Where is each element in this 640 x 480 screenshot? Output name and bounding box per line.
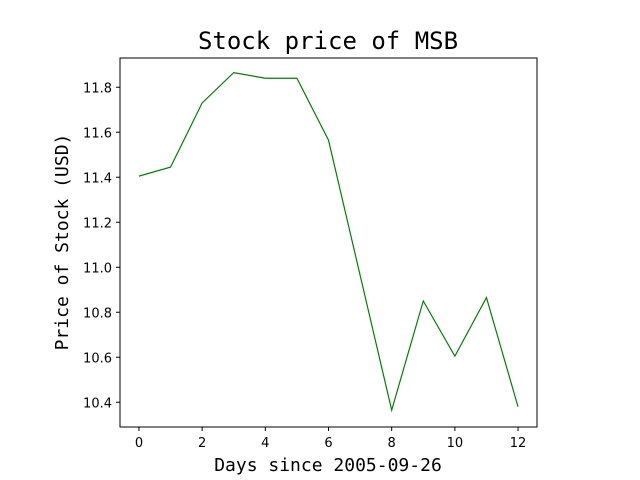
y-tick-label: 11.8 — [83, 81, 112, 96]
x-tick-label: 12 — [510, 436, 527, 451]
y-tick-label: 11.2 — [83, 216, 112, 231]
x-tick-label: 6 — [324, 436, 332, 451]
y-tick-label: 11.6 — [83, 126, 112, 141]
y-axis-label: Price of Stock (USD) — [52, 134, 73, 351]
x-axis-label: Days since 2005-09-26 — [214, 455, 442, 476]
x-tick-label: 10 — [447, 436, 464, 451]
series-line — [138, 71, 519, 413]
plot-frame — [119, 57, 538, 428]
x-axis-ticks: 0 2 4 6 8 10 12 — [135, 427, 527, 451]
y-tick-label: 11.4 — [83, 171, 112, 186]
x-tick-label: 0 — [135, 436, 143, 451]
chart-title: Stock price of MSB — [198, 27, 458, 55]
plot-area — [120, 58, 537, 427]
y-tick-label: 10.4 — [83, 396, 112, 411]
x-tick-label: 4 — [261, 436, 269, 451]
y-axis-ticks: 10.4 10.6 10.8 11.0 11.2 11.4 11.6 11.8 — [83, 81, 120, 411]
y-tick-label: 10.8 — [83, 306, 112, 321]
y-tick-label: 10.6 — [83, 351, 112, 366]
x-tick-label: 8 — [388, 436, 396, 451]
y-tick-label: 11.0 — [83, 261, 112, 276]
x-tick-label: 2 — [198, 436, 206, 451]
series-layer — [138, 71, 519, 413]
